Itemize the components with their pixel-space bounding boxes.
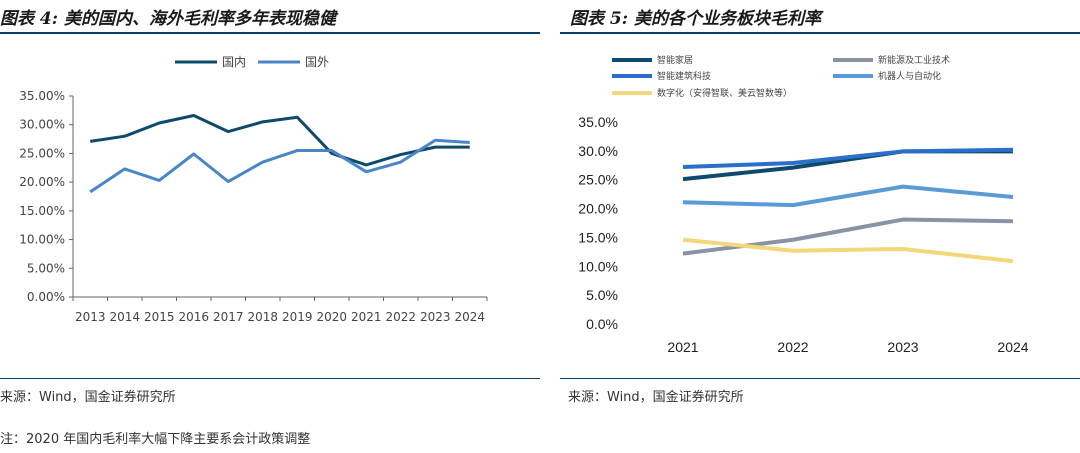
right-figure-title: 图表 5: 美的各个业务板块毛利率	[570, 9, 821, 29]
y-tick-label: 10.0%	[578, 258, 618, 274]
right-source: 来源：Wind，国金证券研究所	[568, 390, 744, 405]
x-tick-label: 2022	[385, 310, 416, 324]
legend-label: 新能源及工业技术	[878, 54, 950, 66]
series-line	[89, 138, 470, 194]
legend-label: 国外	[305, 55, 329, 69]
right-chart: 0.0% 5.0% 10.0% 15.0% 20.0% 25.0% 30.0% 35.0% 20…	[578, 54, 1028, 355]
x-tick-label: 2021	[667, 339, 698, 355]
left-source-rule	[0, 378, 540, 379]
x-tick-label: 2015	[144, 310, 175, 324]
right-title-rule	[560, 32, 1080, 34]
right-source-rule	[560, 378, 1080, 379]
y-tick-label: 10.00%	[19, 233, 65, 247]
series-line	[682, 147, 1014, 170]
left-chart: 0.00% 5.00% 10.00% 15.00% 20.00% 25.00% 30.00%…	[19, 55, 488, 324]
y-tick-label: 30.0%	[578, 143, 618, 159]
y-tick-label: 15.00%	[19, 204, 65, 218]
x-tick-label: 2017	[213, 310, 244, 324]
y-tick-label: 25.00%	[19, 146, 65, 160]
y-tick-label: 5.00%	[27, 261, 65, 275]
legend-label: 机器人与自动化	[878, 70, 941, 82]
legend-label: 国内	[222, 55, 246, 69]
series-line	[682, 237, 1014, 264]
right-figure: 图表 5: 美的各个业务板块毛利率 0.0% 5.0% 10.0% 15.0% 20.0…	[560, 0, 1080, 453]
y-tick-label: 0.0%	[586, 316, 618, 332]
y-tick-label: 20.0%	[578, 201, 618, 217]
x-tick-label: 2024	[454, 310, 485, 324]
legend-label: 数字化（安得智联、美云智数等）	[657, 87, 792, 99]
x-tick-label: 2019	[282, 310, 313, 324]
y-tick-label: 5.0%	[586, 287, 618, 303]
x-tick-label: 2022	[777, 339, 808, 355]
x-tick-label: 2013	[75, 310, 106, 324]
x-tick-label: 2020	[316, 310, 347, 324]
series-line	[90, 114, 470, 167]
y-tick-label: 30.00%	[19, 118, 65, 132]
left-note: 注：2020 年国内毛利率大幅下降主要系会计政策调整	[0, 432, 311, 447]
x-tick-label: 2024	[997, 339, 1028, 355]
x-tick-label: 2023	[887, 339, 918, 355]
left-source: 来源：Wind，国金证券研究所	[0, 390, 176, 405]
left-figure-title: 图表 4: 美的国内、海外毛利率多年表现稳健	[0, 9, 336, 29]
y-tick-label: 35.0%	[578, 114, 618, 130]
legend-label: 智能家居	[657, 54, 693, 66]
x-tick-label: 2018	[247, 310, 278, 324]
x-tick-label: 2021	[351, 310, 382, 324]
y-tick-label: 0.00%	[27, 290, 65, 304]
x-tick-label: 2016	[178, 310, 209, 324]
left-figure: 图表 4: 美的国内、海外毛利率多年表现稳健 0.00% 5.00% 10.00% 1…	[0, 9, 540, 447]
y-tick-label: 20.00%	[19, 175, 65, 189]
left-title-rule	[0, 32, 540, 34]
legend-label: 智能建筑科技	[657, 70, 711, 82]
y-tick-label: 25.0%	[578, 172, 618, 188]
x-tick-label: 2023	[420, 310, 451, 324]
series-line	[682, 184, 1014, 208]
y-tick-label: 15.0%	[578, 229, 618, 245]
x-tick-label: 2014	[109, 310, 140, 324]
y-tick-label: 35.00%	[19, 89, 65, 103]
